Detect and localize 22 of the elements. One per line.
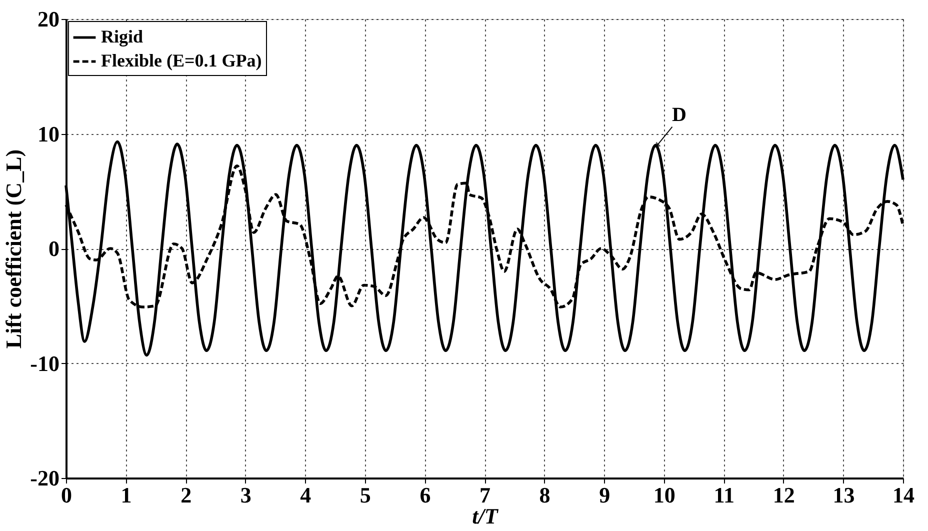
x-tick-label: 13	[832, 482, 855, 508]
y-tick-label: -20	[30, 466, 60, 490]
annotation: D	[672, 104, 687, 126]
x-tick-label: 14	[892, 482, 914, 508]
y-axis-title: Lift coefficient (C_L)	[1, 149, 26, 349]
y-tick-label: 20	[38, 6, 60, 32]
x-tick-label: 8	[539, 482, 550, 508]
y-tick-label: -10	[30, 350, 60, 376]
x-tick-label: 5	[360, 482, 371, 508]
x-tick-label: 1	[120, 482, 132, 508]
legend-label: Flexible (E=0.1 GPa)	[101, 50, 262, 70]
legend-label: Rigid	[101, 26, 144, 46]
x-tick-label: 12	[772, 482, 795, 508]
x-tick-label: 4	[300, 482, 312, 508]
x-tick-label: 11	[714, 482, 735, 508]
x-tick-label: 6	[420, 482, 431, 508]
x-tick-label: 3	[240, 482, 252, 508]
x-tick-label: 9	[599, 482, 610, 508]
y-tick-label: 10	[38, 121, 60, 146]
x-tick-label: 2	[180, 482, 192, 508]
x-tick-label: 10	[653, 482, 676, 508]
y-tick-label: 0	[48, 236, 60, 261]
